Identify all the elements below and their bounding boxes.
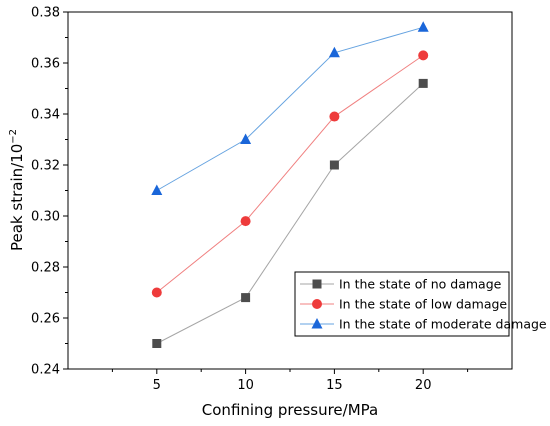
data-point — [329, 111, 340, 122]
series-line — [156, 83, 424, 344]
y-tick-label: 0.34 — [31, 108, 60, 123]
data-point — [151, 184, 163, 195]
series-line — [156, 54, 424, 293]
data-point — [151, 287, 162, 298]
legend-label: In the state of no damage — [339, 277, 502, 292]
legend: In the state of no damage In the state of… — [294, 271, 547, 337]
y-tick-label: 0.28 — [31, 261, 60, 276]
y-tick-label: 0.32 — [31, 159, 60, 174]
y-axis-title: Peak strain/10−2 — [8, 129, 26, 251]
series-1 — [152, 78, 428, 348]
data-point — [152, 339, 162, 348]
legend-item: In the state of moderate damage — [300, 317, 547, 332]
legend-marker — [311, 318, 323, 329]
y-axis: 0.24 0.26 0.28 0.30 0.32 0.34 0.36 0.38 — [31, 6, 68, 378]
x-axis: 5 10 15 20 — [111, 369, 469, 393]
y-tick-label: 0.30 — [31, 210, 60, 225]
data-point — [418, 78, 428, 88]
x-tick-label: 10 — [237, 378, 254, 393]
series-line — [156, 26, 424, 191]
y-tick-label: 0.38 — [31, 6, 60, 21]
legend-label: In the state of low damage — [339, 297, 507, 312]
x-tick-label: 15 — [326, 378, 343, 393]
y-tick-label: 0.26 — [31, 312, 60, 327]
data-point — [328, 46, 340, 58]
x-tick-label: 20 — [415, 378, 432, 393]
data-point — [417, 21, 429, 32]
legend-item: In the state of low damage — [300, 297, 507, 312]
y-tick-label: 0.24 — [31, 363, 60, 378]
series-layer — [151, 21, 429, 348]
legend-label: In the state of moderate damage — [339, 317, 547, 332]
series-3 — [151, 21, 429, 195]
data-point — [329, 160, 339, 170]
x-tick-label: 5 — [153, 378, 161, 393]
data-point — [240, 133, 252, 144]
series-2 — [151, 50, 429, 298]
y-tick-label: 0.36 — [31, 57, 60, 72]
data-point — [240, 216, 251, 227]
legend-marker — [312, 279, 322, 289]
y-axis-title-base: Peak strain/10 — [8, 144, 26, 251]
legend-item: In the state of no damage — [300, 277, 502, 292]
y-axis-title-exponent: −2 — [8, 129, 19, 144]
data-point — [241, 293, 251, 303]
x-axis-title: Confining pressure/MPa — [202, 401, 378, 419]
legend-marker — [312, 299, 322, 309]
data-point — [418, 50, 429, 61]
